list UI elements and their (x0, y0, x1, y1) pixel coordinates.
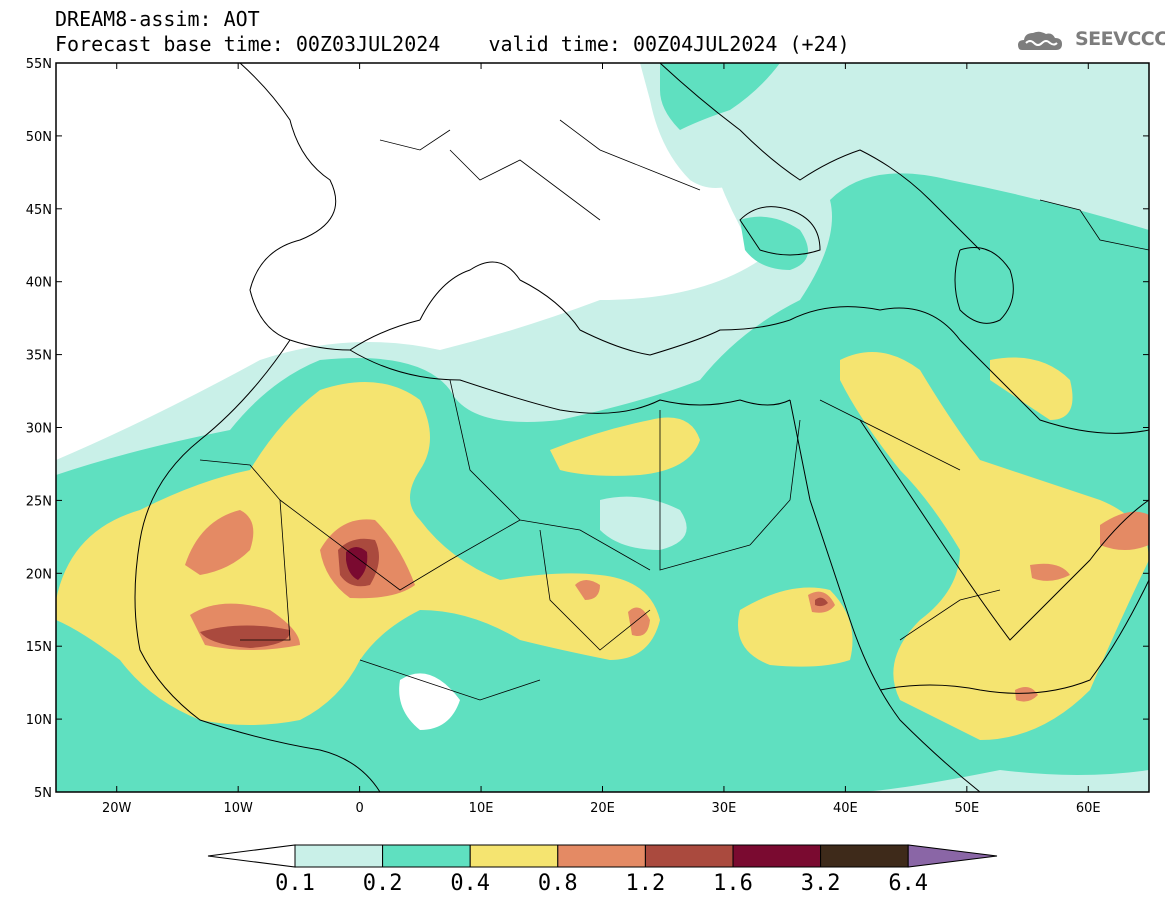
colorbar-box (557, 844, 646, 868)
lon-tick-label: 10E (469, 801, 494, 816)
colorbar-label: 6.4 (888, 871, 928, 896)
aot-contour-0-8-west (185, 510, 254, 575)
aot-contour-0-8-yemen (1015, 686, 1038, 702)
colorbar-box (469, 844, 559, 868)
colorbar-label: 0.4 (450, 871, 490, 896)
lat-tick-label: 20N (26, 567, 52, 582)
aot-contour-0-8-oman (1100, 511, 1149, 550)
aot-contour-1-2-eritrea (815, 597, 828, 607)
aot-field (56, 63, 1149, 792)
aot-contour-0-8-uae (1030, 563, 1070, 581)
colorbar-label: 1.2 (626, 871, 666, 896)
colorbar-box (644, 844, 734, 868)
lon-tick-label: 40E (833, 801, 858, 816)
colorbar-label: 1.6 (713, 871, 753, 896)
aot-clear-egypt (600, 496, 687, 550)
colorbar-label: 0.2 (363, 871, 403, 896)
colorbar-box (294, 844, 384, 868)
lon-tick-label: 30E (712, 801, 737, 816)
aot-contour-1-6-center (346, 547, 368, 580)
lat-tick-label: 40N (26, 276, 52, 291)
lon-tick-label: 60E (1076, 801, 1101, 816)
aot-contour-0-2-north (660, 63, 780, 130)
colorbar-labels: 0.1 0.2 0.4 0.8 1.2 1.6 3.2 6.4 (275, 871, 928, 896)
lon-tick-label: 10W (223, 801, 253, 816)
lon-tick-label: 0 (355, 801, 363, 816)
lat-tick-label: 10N (26, 713, 52, 728)
colorbar-label: 0.8 (538, 871, 578, 896)
lat-tick-label: 25N (26, 494, 52, 509)
aot-contour-0-4-egypt (550, 417, 700, 476)
lat-tick-label: 15N (26, 640, 52, 655)
lat-tick-label: 5N (34, 786, 52, 801)
logo-text: SEEVCCC (1075, 28, 1165, 50)
colorbar-box (820, 844, 909, 868)
forecast-time-subtitle: Forecast base time: 00Z03JUL2024 valid t… (55, 32, 850, 56)
longitude-axis: 20W 10W 0 10E 20E 30E 40E 50E 60E (102, 63, 1101, 816)
country-borders (199, 119, 1149, 701)
colorbar-label: 0.1 (275, 871, 315, 896)
lat-tick-label: 35N (26, 349, 52, 364)
coastlines (134, 63, 1149, 792)
lat-tick-label: 30N (26, 422, 52, 437)
colorbar-box (732, 844, 822, 868)
cloud-logo-icon (1018, 31, 1062, 50)
aot-contour-0-4-iran (990, 357, 1073, 420)
colorbar-under-triangle (207, 844, 296, 868)
aot-contour-1-2-mali (200, 625, 291, 648)
lat-tick-label: 55N (26, 57, 52, 72)
aot-contour-0-2-caspian (740, 216, 808, 270)
lon-tick-label: 20E (590, 801, 615, 816)
lat-tick-label: 45N (26, 203, 52, 218)
aot-clear-west (399, 673, 460, 730)
chart-title: DREAM8-assim: AOT (55, 7, 260, 31)
colorbar-box (382, 844, 471, 868)
lat-tick-label: 50N (26, 130, 52, 145)
colorbar-boxes (207, 844, 998, 868)
colorbar-label: 3.2 (801, 871, 841, 896)
colorbar-over-triangle (907, 844, 998, 868)
aot-contour-0-8-sudan (575, 580, 600, 600)
latitude-axis: 55N 50N 45N 40N 35N 30N 25N 20N 15N 10N 5N (26, 57, 1149, 801)
lon-tick-label: 50E (954, 801, 979, 816)
lon-tick-label: 20W (102, 801, 132, 816)
